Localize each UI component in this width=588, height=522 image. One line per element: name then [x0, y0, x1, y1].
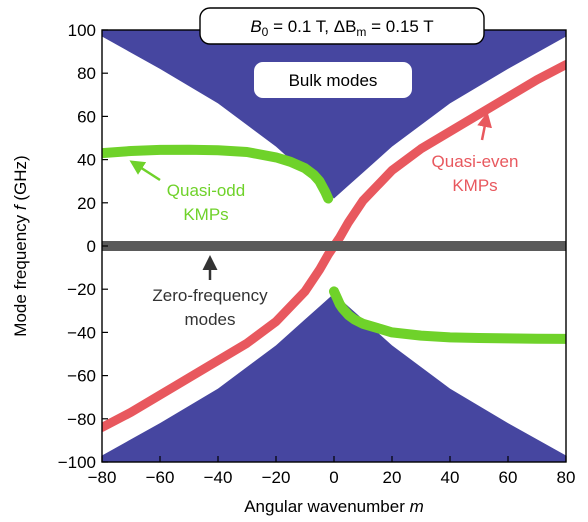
y-tick-label: 100: [68, 21, 96, 40]
parameter-box: [199, 7, 485, 45]
y-axis-ticks: −100 −80 −60 −40 −20 0 20 40 60 80 100: [58, 21, 108, 472]
arrow-quasi-odd: [129, 160, 161, 182]
arrow-quasi-even: [477, 112, 493, 141]
parameter-text: B0 = 0.1 T, ΔBm = 0.15 T: [250, 17, 433, 39]
annotation-zero-frequency-modes: Zero-frequency modes: [152, 255, 268, 329]
annotation-quasi-even-kmps: Quasi-even KMPs: [432, 112, 519, 195]
y-tick-label: −100: [58, 453, 96, 472]
bulk-region-upper: [102, 30, 566, 199]
y-tick-label: −60: [67, 367, 96, 386]
x-tick-label: −60: [146, 468, 175, 487]
bulk-modes-label-box: [254, 62, 412, 98]
x-axis-label: Angular wavenumber m: [244, 497, 424, 516]
series-quasi-odd-kmps-branch-left: [102, 144, 334, 204]
y-tick-label: 40: [77, 151, 96, 170]
y-tick-label: −40: [67, 323, 96, 342]
bulk-region-lower: [102, 293, 566, 462]
x-tick-label: 60: [499, 468, 518, 487]
series-quasi-odd-kmps-branch-right: [329, 286, 566, 344]
y-tick-label: 60: [77, 107, 96, 126]
annotation-quasi-odd-kmps: Quasi-odd KMPs: [129, 160, 245, 224]
label-zero-frequency-line2: modes: [184, 310, 235, 329]
y-tick-label: 20: [77, 194, 96, 213]
label-quasi-odd-line1: Quasi-odd: [167, 181, 245, 200]
x-axis-ticks: −80 −60 −40 −20 0 20 40 60 80: [88, 456, 576, 487]
y-tick-label: −20: [67, 280, 96, 299]
x-tick-label: 40: [441, 468, 460, 487]
x-tick-label: −20: [262, 468, 291, 487]
x-tick-label: −80: [88, 468, 117, 487]
y-tick-label: −80: [67, 410, 96, 429]
bulk-modes-label: Bulk modes: [289, 71, 378, 90]
y-tick-label: 80: [77, 64, 96, 83]
x-tick-label: 0: [329, 468, 338, 487]
x-tick-label: −40: [204, 468, 233, 487]
y-tick-label: 0: [87, 237, 96, 256]
label-zero-frequency-line1: Zero-frequency: [152, 286, 268, 305]
x-tick-label: 80: [557, 468, 576, 487]
y-axis-label: Mode frequency f (GHz): [11, 155, 30, 336]
label-quasi-even-line1: Quasi-even: [432, 152, 519, 171]
x-tick-label: 20: [383, 468, 402, 487]
label-quasi-odd-line2: KMPs: [183, 205, 228, 224]
label-quasi-even-line2: KMPs: [452, 176, 497, 195]
